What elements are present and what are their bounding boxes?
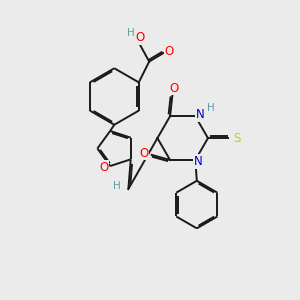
Text: H: H [207,103,215,113]
Text: O: O [169,82,178,95]
Text: N: N [195,108,204,121]
Text: H: H [127,28,135,38]
Text: S: S [233,132,241,145]
Text: O: O [165,45,174,58]
Text: O: O [135,31,144,44]
Text: N: N [194,155,203,168]
Text: H: H [113,181,121,191]
Text: O: O [140,147,149,160]
Text: O: O [99,161,108,174]
